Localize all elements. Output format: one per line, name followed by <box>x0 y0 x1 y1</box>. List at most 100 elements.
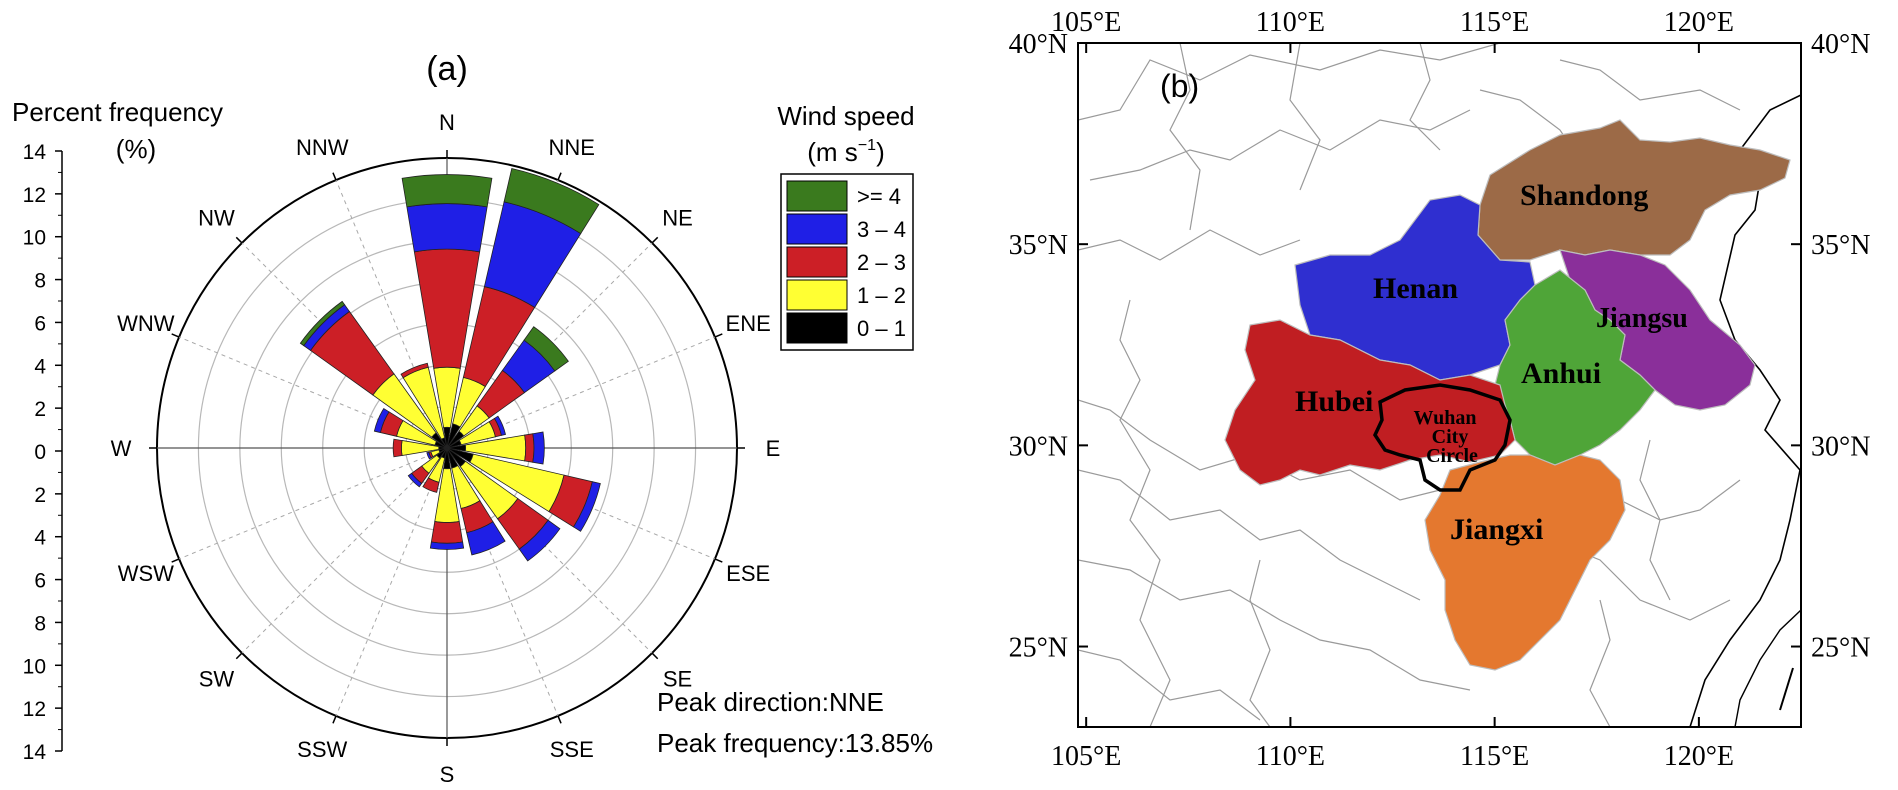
rose-bar-n-bin-3 <box>406 203 488 253</box>
radial-axis-tick-label: 14 <box>23 741 47 764</box>
lon-tick-label: 105°E <box>1051 7 1121 38</box>
rose-outer-tick <box>235 652 243 660</box>
direction-label-e: E <box>766 436 781 461</box>
radial-axis-tick-label: 2 <box>34 484 46 507</box>
direction-label-nw: NW <box>198 205 235 230</box>
legend: Wind speed (m s−1) >= 4 3 – 4 2 – 3 1 – 2 0 … <box>777 101 915 351</box>
rose-spoke <box>241 447 448 654</box>
legend-swatch <box>786 180 848 212</box>
radial-axis-tick-label: 4 <box>34 355 46 378</box>
lat-tick-label-right: 30°N <box>1811 431 1870 462</box>
rose-bar-sse-bin-3 <box>466 521 506 556</box>
direction-label-ssw: SSW <box>297 737 347 762</box>
lon-tick-label: 115°E <box>1460 741 1529 772</box>
rose-spoke <box>335 447 448 717</box>
direction-label-ene: ENE <box>726 311 771 336</box>
rose-bar-ssw-bin-2 <box>422 477 440 493</box>
legend-unit: (m s−1) <box>807 137 884 167</box>
rose-bar-sw-bin-3 <box>407 472 423 488</box>
direction-label-w: W <box>111 436 132 461</box>
rose-bar-ne-bin-4 <box>523 326 569 372</box>
legend-label: 1 – 2 <box>857 283 906 308</box>
lon-tick-label: 110°E <box>1256 7 1325 38</box>
legend-box <box>780 173 914 351</box>
rose-outer-tick <box>171 333 180 338</box>
map-content: Shandong Henan Jiangsu Anhui Hubei Jiang… <box>1078 43 1801 727</box>
direction-label-sw: SW <box>199 667 235 692</box>
provinces <box>1224 119 1791 671</box>
rose-outer-tick <box>557 715 562 724</box>
radial-axis-tick-label: 10 <box>23 655 46 678</box>
lat-tick-label-right: 25°N <box>1811 633 1870 664</box>
radial-axis-tick-label: 8 <box>34 270 46 293</box>
rose-outer-tick <box>714 558 723 563</box>
rose-outer-tick <box>332 172 337 181</box>
direction-label-n: N <box>439 110 455 135</box>
rose-outer-tick <box>651 652 659 660</box>
province-jiangxi <box>1424 454 1626 671</box>
label-shandong: Shandong <box>1520 179 1648 212</box>
map-ticks: 105°E 105°E 110°E 110°E 115°E 115°E 120°E 120°E… <box>1009 7 1871 772</box>
radial-axis-tick-label: 6 <box>34 570 46 593</box>
province-shandong <box>1477 119 1791 261</box>
lon-tick-label: 115°E <box>1460 7 1529 38</box>
rose-bar-w-bin-2 <box>392 438 403 458</box>
rose-bar-s-bin-3 <box>429 541 465 550</box>
lat-tick-label-left: 30°N <box>1009 431 1068 462</box>
label-jiangsu: Jiangsu <box>1596 303 1688 334</box>
rose-bar-e-bin-3 <box>532 431 545 465</box>
legend-label: 3 – 4 <box>857 217 906 242</box>
direction-label-nnw: NNW <box>296 135 349 160</box>
wind-rose-panel: (a) Percent frequency (%) 14 12 10 8 6 4 2 0 2 4 6… <box>12 50 933 787</box>
label-hubei: Hubei <box>1295 385 1373 418</box>
rose-outer-tick <box>557 172 562 181</box>
rose-bar-nnw-bin-2 <box>400 362 429 379</box>
label-henan: Henan <box>1373 272 1458 305</box>
radial-axis-unit: (%) <box>116 134 156 164</box>
direction-label-wsw: WSW <box>118 561 174 586</box>
rose-bar-wsw-bin-3 <box>426 451 432 460</box>
legend-label: 0 – 1 <box>857 316 906 341</box>
rose-bars <box>299 168 601 562</box>
legend-swatch <box>786 246 848 278</box>
lat-tick-label-right: 40°N <box>1811 29 1870 60</box>
legend-swatch <box>786 279 848 311</box>
direction-label-se: SE <box>663 667 692 692</box>
rose-bar-n-bin-4 <box>401 174 493 208</box>
lat-tick-label-left: 35°N <box>1009 230 1068 261</box>
radial-axis: Percent frequency (%) 14 12 10 8 6 4 2 0 2 4 6 8 10 1… <box>12 97 223 764</box>
radial-axis-tick-label: 8 <box>34 612 46 635</box>
panel-label-a: (a) <box>426 50 468 88</box>
lat-tick-label-right: 35°N <box>1811 230 1870 261</box>
legend-label: 2 – 3 <box>857 250 906 275</box>
direction-label-ese: ESE <box>726 561 770 586</box>
rose-bar-s-bin-2 <box>430 521 464 544</box>
rose-outer-tick <box>171 558 180 563</box>
legend-label: >= 4 <box>857 184 901 209</box>
direction-label-nne: NNE <box>549 135 595 160</box>
radial-axis-tick-label: 2 <box>34 398 46 421</box>
lat-tick-label-left: 25°N <box>1009 633 1068 664</box>
direction-label-s: S <box>440 762 455 787</box>
rose-outer-tick <box>714 333 723 338</box>
rose-bar-e-bin-2 <box>524 433 535 463</box>
rose-bar-se-bin-3 <box>518 519 561 562</box>
rose-bar-ene-bin-3 <box>493 415 507 436</box>
radial-axis-title: Percent frequency <box>12 97 223 127</box>
label-wuhan-2: City <box>1432 426 1469 448</box>
label-anhui: Anhui <box>1521 357 1601 390</box>
rose-bar-ese-bin-3 <box>572 481 601 532</box>
panel-label-b: (b) <box>1160 68 1199 104</box>
direction-label-sse: SSE <box>550 737 594 762</box>
radial-axis-tick-label: 4 <box>34 527 46 550</box>
lon-tick-label: 120°E <box>1664 741 1734 772</box>
rose-spoke <box>178 447 448 560</box>
radial-axis-tick-label: 14 <box>23 141 47 164</box>
radial-axis-tick-label: 12 <box>23 184 46 207</box>
direction-labels: N NNE NE ENE E ESE SE SSE S SSW SW WSW W WNW NW NNW <box>111 110 781 787</box>
radial-axis-tick-label: 12 <box>23 698 46 721</box>
legend-title: Wind speed <box>777 101 914 131</box>
wuhan-city-circle-outline <box>1372 383 1512 492</box>
rose-outer-tick <box>651 236 659 244</box>
